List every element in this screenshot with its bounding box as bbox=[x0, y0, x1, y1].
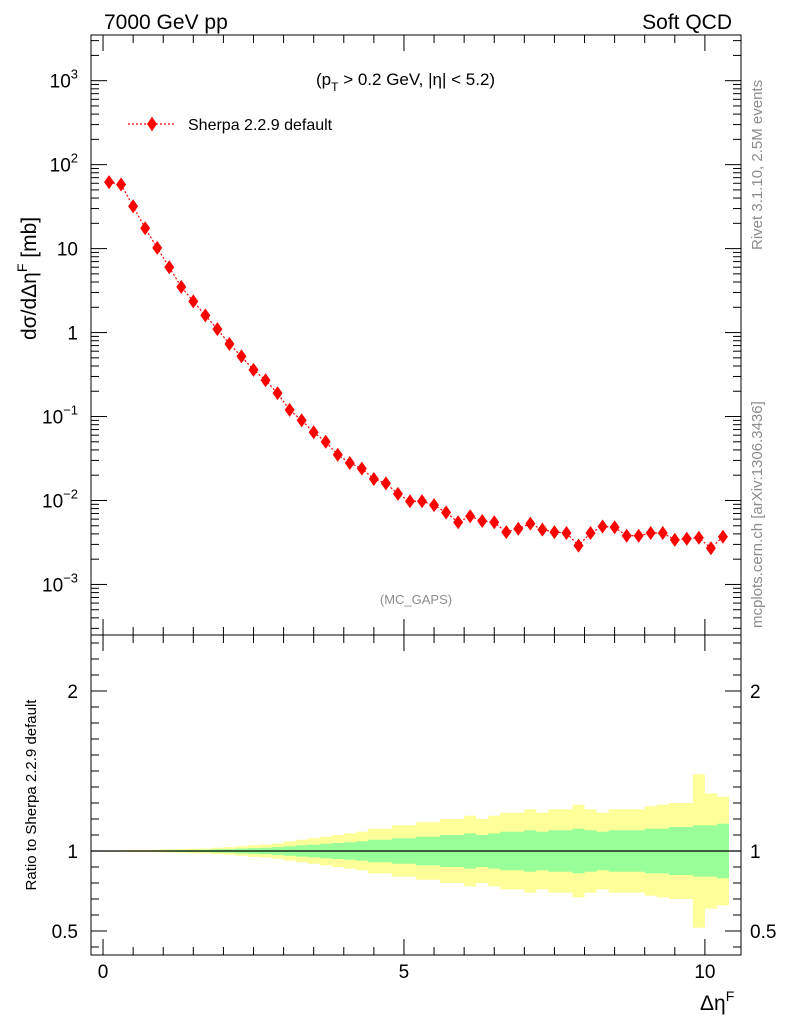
data-point bbox=[417, 494, 428, 509]
top-y-tick-labels: 10−3 10−2 10−1 1 10 102 103 bbox=[42, 67, 78, 597]
top-y-tick-label: 10−1 bbox=[42, 403, 78, 429]
data-point bbox=[477, 513, 488, 528]
legend-marker bbox=[147, 117, 157, 131]
data-point bbox=[140, 221, 151, 236]
top-y-tick-label: 102 bbox=[50, 151, 78, 177]
data-point bbox=[164, 260, 175, 275]
data-point bbox=[441, 505, 452, 520]
ratio-axis-ticks bbox=[91, 635, 741, 955]
data-point bbox=[597, 519, 608, 534]
data-point bbox=[561, 525, 572, 540]
ratio-y-tick-label-right: 2 bbox=[750, 682, 761, 703]
x-tick-label: 10 bbox=[694, 962, 715, 983]
top-y-tick-label: 10 bbox=[57, 240, 78, 261]
ratio-y-tick-label: 1 bbox=[67, 842, 78, 863]
x-tick-label: 5 bbox=[399, 962, 410, 983]
data-point bbox=[260, 373, 271, 388]
data-point bbox=[212, 322, 223, 337]
data-point bbox=[308, 425, 319, 440]
data-point bbox=[609, 520, 620, 535]
data-point bbox=[633, 528, 644, 543]
legend: Sherpa 2.2.9 default bbox=[128, 117, 333, 134]
data-point bbox=[188, 294, 199, 309]
mcplots-label: mcplots.cern.ch [arXiv:1306.3436] bbox=[749, 401, 766, 628]
ratio-y-axis-label: Ratio to Sherpa 2.2.9 default bbox=[23, 699, 40, 891]
top-axis-ticks bbox=[91, 35, 741, 635]
top-y-tick-label: 1 bbox=[67, 324, 78, 345]
series-line bbox=[108, 181, 724, 550]
data-point bbox=[176, 279, 187, 294]
data-point bbox=[152, 240, 163, 255]
ratio-y-tick-label-right: 1 bbox=[750, 842, 761, 863]
top-y-tick-label: 10−3 bbox=[42, 570, 78, 596]
data-point bbox=[248, 362, 259, 377]
x-tick-label: 0 bbox=[98, 962, 109, 983]
ratio-y-tick-label: 2 bbox=[67, 682, 78, 703]
data-point bbox=[356, 461, 367, 476]
data-point bbox=[116, 177, 127, 192]
data-point bbox=[200, 308, 211, 323]
data-point bbox=[429, 498, 440, 513]
data-point bbox=[621, 528, 632, 543]
top-y-axis-label: dσ/dΔηF [mb] bbox=[14, 217, 41, 340]
data-point bbox=[332, 447, 343, 462]
data-point bbox=[128, 199, 139, 214]
data-point bbox=[525, 516, 536, 531]
data-point bbox=[392, 486, 403, 501]
ratio-tick-labels: 0.5 0.5 1 1 2 2 0 5 10 bbox=[52, 682, 777, 983]
data-point bbox=[705, 541, 716, 556]
data-point bbox=[501, 525, 512, 540]
data-point bbox=[380, 476, 391, 491]
data-point bbox=[513, 521, 524, 536]
data-point bbox=[344, 455, 355, 470]
ratio-y-tick-label: 0.5 bbox=[52, 922, 78, 943]
data-point bbox=[537, 522, 548, 537]
annotation-cut: (pT > 0.2 GeV, |η| < 5.2) bbox=[316, 70, 495, 94]
ratio-y-tick-label-right: 0.5 bbox=[750, 922, 776, 943]
data-point bbox=[465, 509, 476, 524]
data-point bbox=[368, 472, 379, 487]
ratio-panel-frame bbox=[90, 634, 742, 956]
header-right: Soft QCD bbox=[642, 11, 732, 34]
rivet-label: Rivet 3.1.10, 2.5M events bbox=[749, 80, 766, 250]
data-point bbox=[681, 531, 692, 546]
top-y-tick-label: 103 bbox=[50, 67, 78, 93]
data-point bbox=[645, 525, 656, 540]
data-point bbox=[224, 337, 235, 352]
data-point bbox=[236, 349, 247, 364]
data-point bbox=[573, 538, 584, 553]
top-y-tick-label: 10−2 bbox=[42, 486, 78, 512]
data-point bbox=[693, 530, 704, 545]
header-left: 7000 GeV pp bbox=[104, 11, 228, 34]
data-point bbox=[453, 515, 464, 530]
series-sherpa bbox=[104, 175, 728, 556]
data-point bbox=[717, 529, 728, 544]
watermark: (MC_GAPS) bbox=[380, 592, 452, 607]
data-point bbox=[669, 532, 680, 547]
data-point bbox=[284, 402, 295, 417]
data-point bbox=[489, 515, 500, 530]
data-point bbox=[296, 413, 307, 428]
data-point bbox=[320, 434, 331, 449]
x-axis-label: ΔηF bbox=[700, 988, 734, 1015]
data-point bbox=[549, 525, 560, 540]
legend-label: Sherpa 2.2.9 default bbox=[188, 117, 333, 134]
data-point bbox=[585, 525, 596, 540]
data-point bbox=[404, 494, 415, 509]
data-point bbox=[657, 525, 668, 540]
data-point bbox=[104, 175, 115, 190]
data-point bbox=[272, 386, 283, 401]
